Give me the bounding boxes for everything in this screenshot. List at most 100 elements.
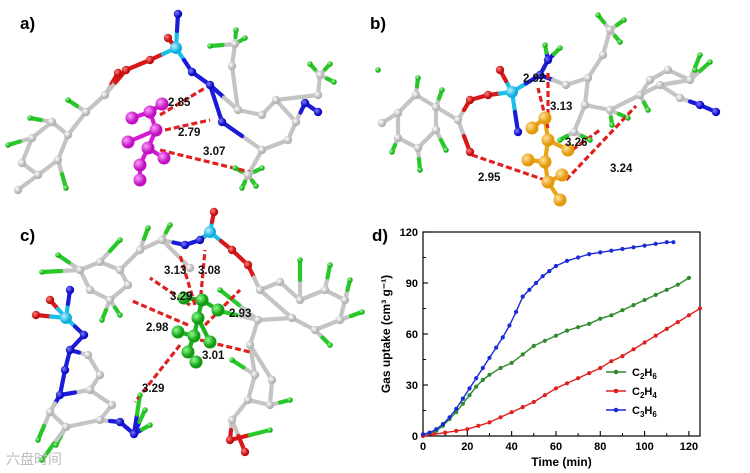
panel-a-atom bbox=[100, 90, 110, 100]
data-point-C3H6 bbox=[587, 252, 592, 257]
panel-a-guest-atom bbox=[157, 151, 171, 165]
panel-c-atom bbox=[117, 237, 123, 243]
panel-b-atom bbox=[697, 52, 703, 58]
panel-b-atom bbox=[621, 17, 627, 23]
panel-b-atom bbox=[483, 90, 493, 100]
x-tick-label: 120 bbox=[680, 441, 698, 453]
data-point-C3H6 bbox=[480, 365, 485, 371]
panel-c-atom bbox=[217, 287, 223, 293]
panel-b-atom bbox=[598, 50, 608, 60]
panel-c-atom bbox=[145, 225, 151, 231]
panel-b-distance-label: 3.13 bbox=[550, 101, 572, 113]
data-point-C3H6 bbox=[454, 406, 459, 411]
panel-a-distance-label: 2.85 bbox=[168, 97, 191, 109]
panel-c-distance-label: 2.98 bbox=[146, 322, 169, 334]
panel-c-atom bbox=[142, 407, 148, 413]
panel-a-atom bbox=[233, 105, 243, 115]
panel-b-atom bbox=[377, 118, 387, 128]
panel-c-atom bbox=[297, 257, 303, 263]
x-tick-label: 40 bbox=[506, 441, 518, 453]
panel-c-atom bbox=[335, 315, 345, 325]
panel-c-atom bbox=[225, 435, 235, 445]
panel-c-atom bbox=[147, 422, 153, 428]
panel-c-atom bbox=[85, 285, 95, 295]
panel-b-guest-atom bbox=[525, 121, 539, 135]
data-point-C3H6 bbox=[494, 345, 499, 350]
panel-c-atom bbox=[167, 222, 173, 228]
panel-a-atom bbox=[257, 145, 267, 155]
panel-a-atom bbox=[327, 61, 333, 67]
y-tick-label: 60 bbox=[406, 329, 418, 341]
data-point-C2H6 bbox=[686, 275, 692, 280]
data-point-C3H6 bbox=[620, 246, 625, 252]
data-point-C3H6 bbox=[564, 258, 570, 263]
panel-b-atom bbox=[561, 80, 571, 90]
panel-b-atom bbox=[557, 45, 563, 51]
panel-b-guest-atom bbox=[521, 153, 535, 167]
data-point-C2H6 bbox=[509, 360, 514, 365]
panel-c-atom bbox=[240, 447, 250, 457]
data-point-C2H4 bbox=[520, 405, 525, 410]
panel-c-atom bbox=[85, 385, 95, 395]
panel-b-atom bbox=[609, 122, 615, 128]
panel-b-atom bbox=[542, 42, 548, 48]
data-point-C2H6 bbox=[542, 338, 547, 343]
panel-b-distance-label: 3.24 bbox=[610, 163, 633, 175]
panel-c-distance-label: 2.93 bbox=[229, 308, 251, 320]
panel-a-atom bbox=[232, 165, 238, 171]
panel-b-guest-atom bbox=[541, 175, 555, 189]
panel-a-atom bbox=[257, 110, 267, 120]
data-point-C3H6 bbox=[513, 309, 519, 314]
panel-a-atom bbox=[307, 61, 313, 67]
legend-label: C2H6 bbox=[632, 367, 657, 381]
panel-c-atom bbox=[275, 277, 285, 287]
data-point-C2H4 bbox=[587, 371, 592, 376]
legend-marker-C2H6 bbox=[613, 369, 619, 375]
data-point-C2H6 bbox=[498, 365, 503, 371]
panel-b-atom bbox=[465, 95, 475, 105]
panel-c-atom bbox=[229, 357, 235, 363]
panel-c-atom bbox=[157, 235, 167, 245]
panel-b-atom bbox=[439, 87, 445, 93]
panel-label-c: c) bbox=[20, 226, 36, 245]
data-point-C2H6 bbox=[520, 352, 525, 357]
panel-c-atom bbox=[347, 277, 353, 283]
panel-b-atom bbox=[655, 80, 665, 90]
panel-a-atom bbox=[27, 115, 33, 121]
data-point-C3H6 bbox=[547, 269, 552, 274]
panel-b-atom bbox=[605, 105, 615, 115]
panel-a-guest-atom bbox=[149, 123, 163, 137]
panel-c-atom bbox=[65, 345, 75, 355]
panel-c-atom bbox=[204, 226, 216, 238]
panel-c-guest-atom bbox=[189, 355, 203, 369]
data-point-C2H6 bbox=[609, 313, 614, 318]
panel-b-atom bbox=[583, 73, 593, 83]
panel-c-distance-label: 3.29 bbox=[170, 291, 192, 303]
panel-c-atom bbox=[55, 252, 61, 258]
data-point-C2H6 bbox=[631, 303, 636, 308]
panel-a-atom bbox=[230, 39, 240, 49]
panel-c-distance-label: 3.13 bbox=[164, 265, 186, 277]
panel-c-atom bbox=[107, 400, 117, 410]
data-point-C2H6 bbox=[620, 308, 625, 313]
panel-a-guest-atom bbox=[141, 141, 155, 155]
legend-label: C2H4 bbox=[632, 386, 657, 400]
panel-c-atom bbox=[253, 315, 263, 325]
panel-c-atom bbox=[39, 457, 45, 463]
panel-c-guest-atom bbox=[211, 303, 225, 317]
panel-a-atom bbox=[13, 185, 23, 195]
data-point-C2H4 bbox=[443, 430, 448, 435]
panel-a-distance-label: 2.79 bbox=[178, 127, 200, 139]
panel-a-atom bbox=[121, 65, 131, 75]
panel-b-atom bbox=[580, 100, 590, 110]
data-point-C2H6 bbox=[675, 282, 680, 287]
panel-label-b: b) bbox=[370, 14, 387, 33]
data-point-C2H4 bbox=[509, 410, 514, 415]
x-tick-label: 80 bbox=[594, 441, 606, 453]
panel-b-atom bbox=[711, 107, 721, 117]
panel-b-distance-label: 2.95 bbox=[478, 172, 501, 184]
data-point-C2H4 bbox=[598, 365, 603, 371]
panel-a-atom bbox=[47, 117, 57, 127]
panel-c-atom bbox=[123, 280, 133, 290]
panel-c-atom bbox=[310, 325, 320, 335]
